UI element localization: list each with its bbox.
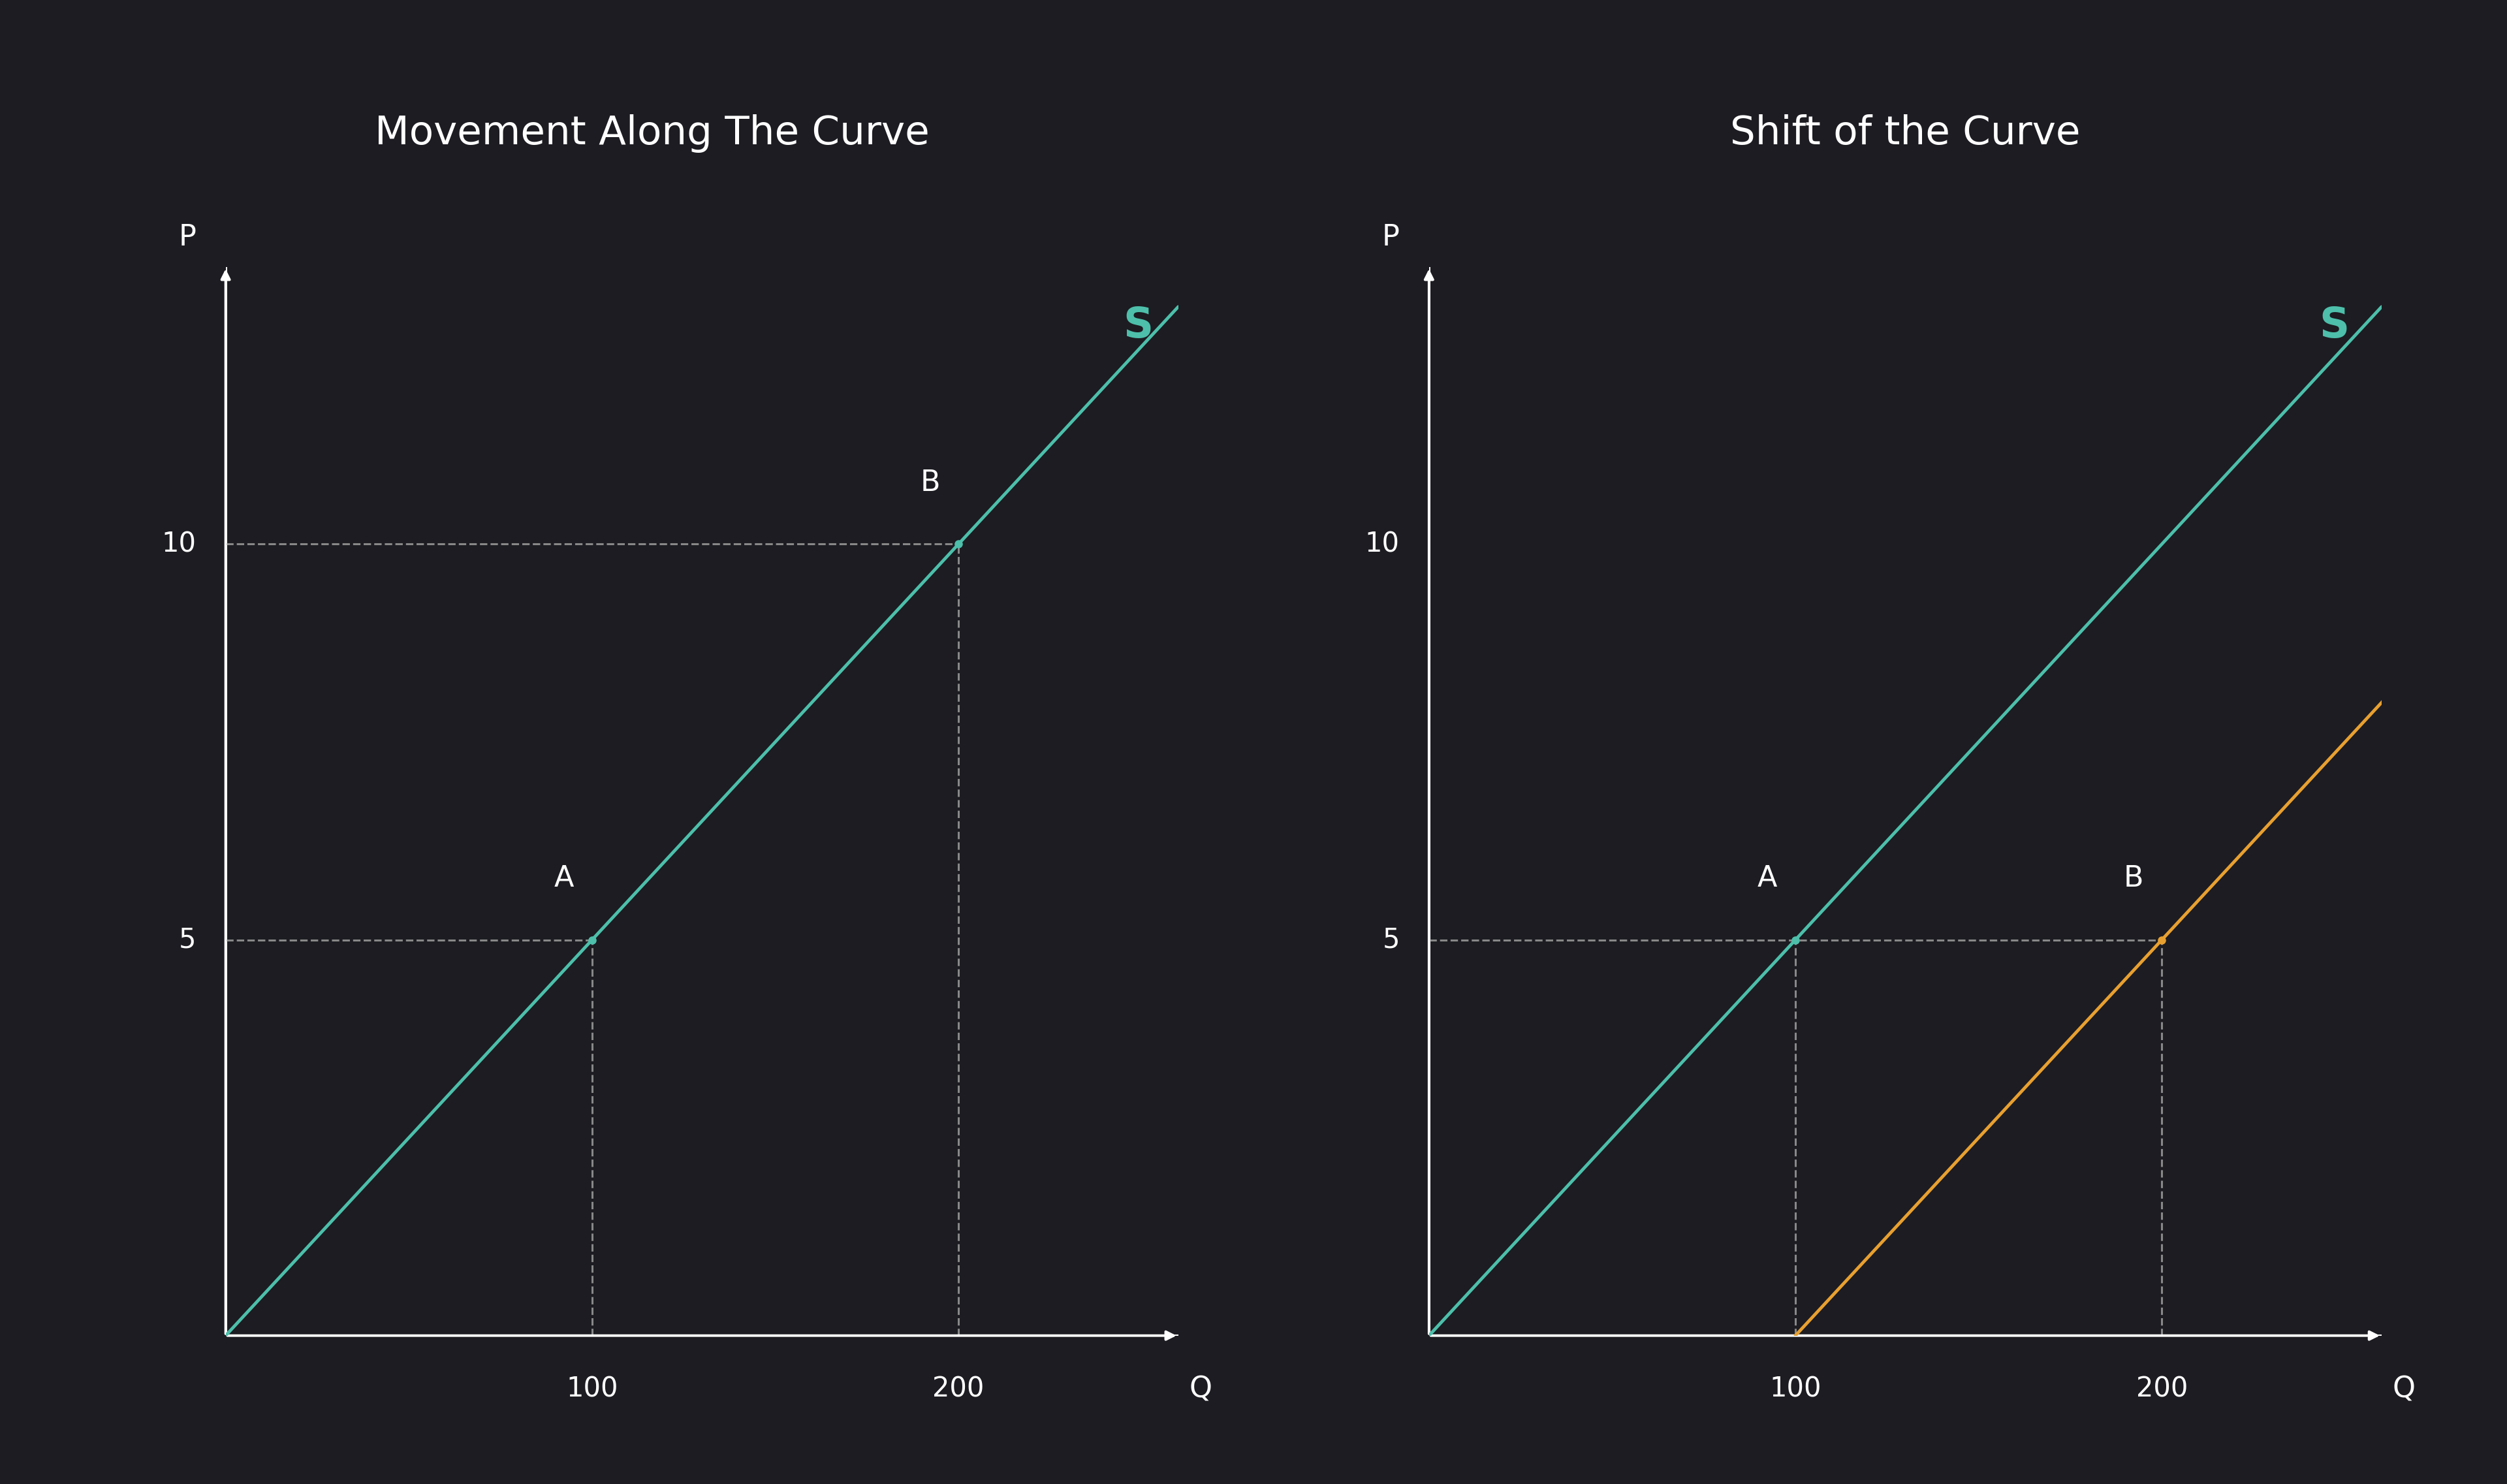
Text: S: S [1123,306,1153,346]
Text: A: A [554,864,574,892]
Text: 5: 5 [1381,926,1399,954]
Text: Q: Q [1188,1376,1211,1404]
Text: P: P [178,223,196,251]
Text: 100: 100 [1770,1376,1823,1402]
Text: 200: 200 [2136,1376,2189,1402]
Text: 10: 10 [1366,530,1399,558]
Text: Movement Along The Curve: Movement Along The Curve [374,114,930,153]
Text: B: B [2123,864,2143,892]
Text: B: B [920,469,940,497]
Text: Q: Q [2392,1376,2414,1404]
Text: A: A [1757,864,1777,892]
Text: 10: 10 [163,530,196,558]
Text: 200: 200 [933,1376,985,1402]
Text: 5: 5 [178,926,196,954]
Text: 100: 100 [567,1376,619,1402]
Text: P: P [1381,223,1399,251]
Text: S: S [2319,306,2349,346]
Text: Shift of the Curve: Shift of the Curve [1730,114,2081,153]
